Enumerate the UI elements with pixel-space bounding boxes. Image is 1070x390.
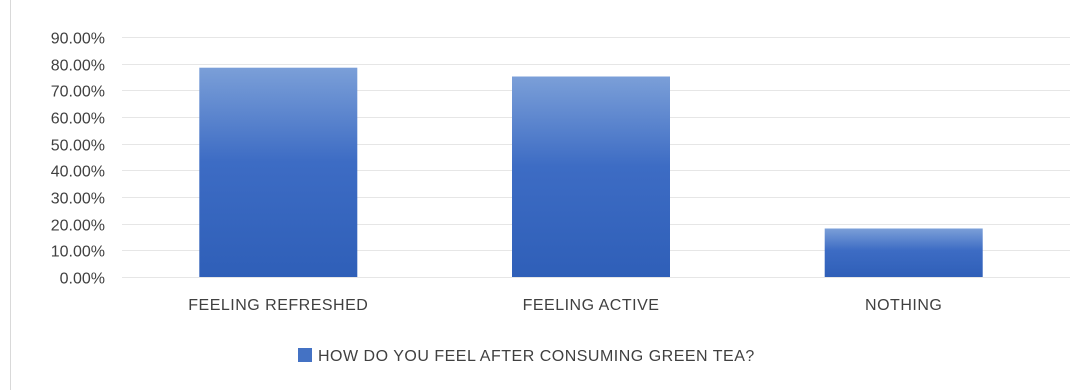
legend-label: HOW DO YOU FEEL AFTER CONSUMING GREEN TE… [318,348,755,365]
legend: HOW DO YOU FEEL AFTER CONSUMING GREEN TE… [298,348,755,365]
y-tick-label: 60.00% [51,111,105,128]
bar [824,228,983,277]
x-category-label: FEELING ACTIVE [523,297,660,314]
x-category-label: FEELING REFRESHED [188,297,368,314]
bar [512,76,670,277]
y-tick-label: 70.00% [51,84,105,101]
y-tick-label: 10.00% [51,244,105,261]
y-tick-label: 80.00% [51,58,105,75]
bar [199,67,358,277]
x-axis-category-labels: FEELING REFRESHED FEELING ACTIVE NOTHING [188,297,942,314]
y-axis-tick-labels: 0.00% 10.00% 20.00% 30.00% 40.00% 50.00% 60.00… [51,31,105,288]
legend-swatch [298,348,312,362]
y-tick-label: 90.00% [51,31,105,48]
x-category-label: NOTHING [865,297,942,314]
y-tick-label: 50.00% [51,138,105,155]
y-tick-label: 40.00% [51,164,105,181]
y-tick-label: 20.00% [51,218,105,235]
y-tick-label: 30.00% [51,191,105,208]
bars [199,67,983,277]
y-tick-label: 0.00% [60,271,105,288]
